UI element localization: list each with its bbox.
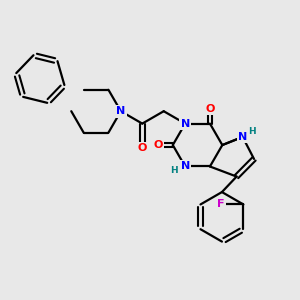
- Text: N: N: [238, 132, 247, 142]
- Text: H: H: [248, 128, 255, 136]
- Text: O: O: [205, 104, 214, 114]
- Text: N: N: [181, 118, 190, 129]
- Text: N: N: [181, 161, 190, 172]
- Text: N: N: [116, 106, 125, 116]
- Text: O: O: [138, 143, 147, 153]
- Text: H: H: [170, 166, 178, 175]
- Text: F: F: [218, 200, 225, 209]
- Text: O: O: [153, 140, 163, 150]
